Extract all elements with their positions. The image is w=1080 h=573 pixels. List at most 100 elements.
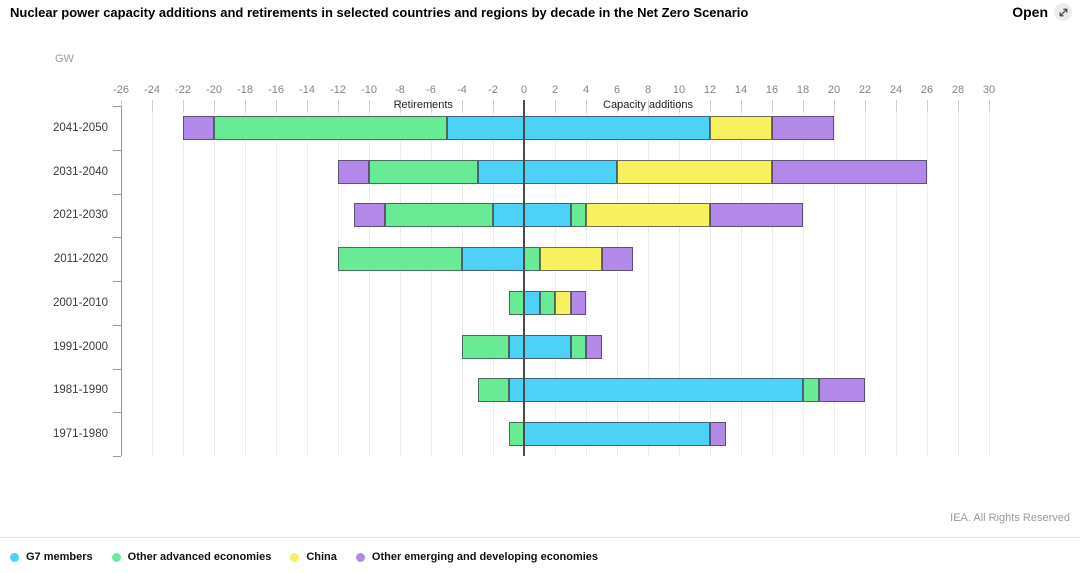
bar-addition-other-emerging-and-developing-economies-2041-2050[interactable] bbox=[772, 115, 834, 140]
bar-addition-other-advanced-economies-1991-2000[interactable] bbox=[570, 334, 586, 359]
x-tick-label--24: -24 bbox=[144, 84, 160, 96]
bar-retirement-other-advanced-economies-2021-2030[interactable] bbox=[384, 203, 493, 228]
bar-addition-other-emerging-and-developing-economies-1991-2000[interactable] bbox=[586, 334, 602, 359]
y-axis-tick bbox=[113, 149, 121, 151]
x-tick-mark--14 bbox=[307, 100, 308, 112]
legend-dot-china bbox=[290, 552, 300, 562]
bar-retirement-g7-members-1991-2000[interactable] bbox=[508, 334, 524, 359]
bar-retirement-g7-members-2021-2030[interactable] bbox=[493, 203, 524, 228]
bar-addition-other-advanced-economies-1981-1990[interactable] bbox=[803, 378, 819, 403]
x-tick-mark-4 bbox=[586, 100, 587, 112]
bar-addition-china-2031-2040[interactable] bbox=[617, 159, 772, 184]
zero-axis-line bbox=[523, 100, 525, 456]
bar-addition-other-emerging-and-developing-economies-2011-2020[interactable] bbox=[601, 247, 633, 272]
x-tick-label--18: -18 bbox=[237, 84, 253, 96]
gridline-14 bbox=[741, 100, 742, 456]
bar-retirement-g7-members-2011-2020[interactable] bbox=[462, 247, 524, 272]
x-tick-label-2: 2 bbox=[551, 84, 559, 96]
x-tick-label--6: -6 bbox=[426, 84, 436, 96]
x-tick-label-22: 22 bbox=[858, 84, 872, 96]
bar-retirement-other-advanced-economies-2001-2010[interactable] bbox=[508, 290, 524, 315]
axis-unit-label: GW bbox=[55, 53, 74, 65]
bar-retirement-other-advanced-economies-1971-1980[interactable] bbox=[508, 422, 524, 447]
x-tick-label--10: -10 bbox=[361, 84, 377, 96]
bar-retirement-other-advanced-economies-2011-2020[interactable] bbox=[338, 247, 462, 272]
x-tick-mark--6 bbox=[431, 100, 432, 112]
bar-retirement-other-emerging-and-developing-economies-2041-2050[interactable] bbox=[183, 115, 214, 140]
bar-addition-g7-members-2041-2050[interactable] bbox=[524, 115, 710, 140]
bar-addition-china-2011-2020[interactable] bbox=[539, 247, 602, 272]
x-tick-label--26: -26 bbox=[113, 84, 129, 96]
x-tick-mark-14 bbox=[741, 100, 742, 112]
bar-addition-china-2021-2030[interactable] bbox=[586, 203, 710, 228]
x-tick-label-8: 8 bbox=[644, 84, 652, 96]
gridline-26 bbox=[927, 100, 928, 456]
legend-label-g7-members: G7 members bbox=[26, 551, 93, 563]
bar-addition-other-emerging-and-developing-economies-2031-2040[interactable] bbox=[772, 159, 927, 184]
x-tick-mark-6 bbox=[617, 100, 618, 112]
bar-addition-g7-members-2001-2010[interactable] bbox=[524, 290, 540, 315]
x-tick-mark-22 bbox=[865, 100, 866, 112]
retirements-label: Retirements bbox=[393, 99, 453, 111]
x-tick-label--8: -8 bbox=[395, 84, 405, 96]
bar-retirement-g7-members-1981-1990[interactable] bbox=[508, 378, 524, 403]
gridline-12 bbox=[710, 100, 711, 456]
bar-addition-china-2001-2010[interactable] bbox=[555, 290, 571, 315]
bar-retirement-other-advanced-economies-1981-1990[interactable] bbox=[477, 378, 509, 403]
bar-retirement-g7-members-2041-2050[interactable] bbox=[446, 115, 524, 140]
capacity-additions-label: Capacity additions bbox=[603, 99, 693, 111]
gridline-6 bbox=[617, 100, 618, 456]
gridline-10 bbox=[679, 100, 680, 456]
x-tick-mark--2 bbox=[493, 100, 494, 112]
gridline-28 bbox=[958, 100, 959, 456]
y-label-2011-2020: 2011-2020 bbox=[53, 253, 108, 266]
x-tick-label-30: 30 bbox=[982, 84, 996, 96]
legend-item-china[interactable]: China bbox=[290, 551, 337, 563]
open-button-label: Open bbox=[1012, 4, 1048, 20]
y-label-1971-1980: 1971-1980 bbox=[53, 428, 108, 441]
bar-addition-other-emerging-and-developing-economies-2021-2030[interactable] bbox=[710, 203, 803, 228]
x-tick-label--22: -22 bbox=[175, 84, 191, 96]
copyright-text: IEA. All Rights Reserved bbox=[950, 512, 1070, 524]
x-tick-mark--12 bbox=[338, 100, 339, 112]
legend-item-other-advanced-economies[interactable]: Other advanced economies bbox=[111, 551, 272, 563]
x-tick-mark--24 bbox=[152, 100, 153, 112]
bar-addition-g7-members-1971-1980[interactable] bbox=[524, 422, 710, 447]
bar-addition-other-advanced-economies-2001-2010[interactable] bbox=[539, 290, 555, 315]
bar-retirement-other-emerging-and-developing-economies-2031-2040[interactable] bbox=[338, 159, 369, 184]
bar-retirement-other-advanced-economies-1991-2000[interactable] bbox=[462, 334, 509, 359]
legend-item-other-emerging-and-developing-economies[interactable]: Other emerging and developing economies bbox=[355, 551, 599, 563]
bar-addition-other-emerging-and-developing-economies-1981-1990[interactable] bbox=[818, 378, 865, 403]
x-tick-label--2: -2 bbox=[488, 84, 498, 96]
bar-retirement-other-advanced-economies-2031-2040[interactable] bbox=[369, 159, 478, 184]
x-tick-mark--8 bbox=[400, 100, 401, 112]
x-tick-mark--16 bbox=[276, 100, 277, 112]
x-tick-label--4: -4 bbox=[457, 84, 467, 96]
expand-arrow-icon bbox=[1054, 3, 1072, 21]
bar-addition-other-advanced-economies-2021-2030[interactable] bbox=[570, 203, 586, 228]
bar-addition-other-advanced-economies-2011-2020[interactable] bbox=[524, 247, 540, 272]
bar-addition-china-2041-2050[interactable] bbox=[710, 115, 772, 140]
legend-label-china: China bbox=[306, 551, 337, 563]
legend-item-g7-members[interactable]: G7 members bbox=[10, 551, 93, 563]
gridline-4 bbox=[586, 100, 587, 456]
bar-addition-g7-members-2031-2040[interactable] bbox=[524, 159, 617, 184]
bar-addition-other-emerging-and-developing-economies-2001-2010[interactable] bbox=[570, 290, 586, 315]
bar-addition-g7-members-1981-1990[interactable] bbox=[524, 378, 803, 403]
bar-addition-other-emerging-and-developing-economies-1971-1980[interactable] bbox=[710, 422, 726, 447]
bar-addition-g7-members-1991-2000[interactable] bbox=[524, 334, 571, 359]
bar-retirement-other-emerging-and-developing-economies-2021-2030[interactable] bbox=[353, 203, 385, 228]
x-tick-mark--20 bbox=[214, 100, 215, 112]
bar-retirement-g7-members-2031-2040[interactable] bbox=[477, 159, 524, 184]
legend-label-other-emerging-and-developing-economies: Other emerging and developing economies bbox=[371, 551, 599, 563]
gridline-20 bbox=[834, 100, 835, 456]
x-tick-mark-8 bbox=[648, 100, 649, 112]
x-tick-mark-30 bbox=[989, 100, 990, 112]
open-button[interactable]: Open bbox=[1012, 3, 1072, 21]
legend-label-other-advanced-economies: Other advanced economies bbox=[127, 551, 272, 563]
y-axis-tick bbox=[113, 368, 121, 370]
x-tick-mark--10 bbox=[369, 100, 370, 112]
bar-addition-g7-members-2021-2030[interactable] bbox=[524, 203, 571, 228]
bar-retirement-other-advanced-economies-2041-2050[interactable] bbox=[214, 115, 447, 140]
